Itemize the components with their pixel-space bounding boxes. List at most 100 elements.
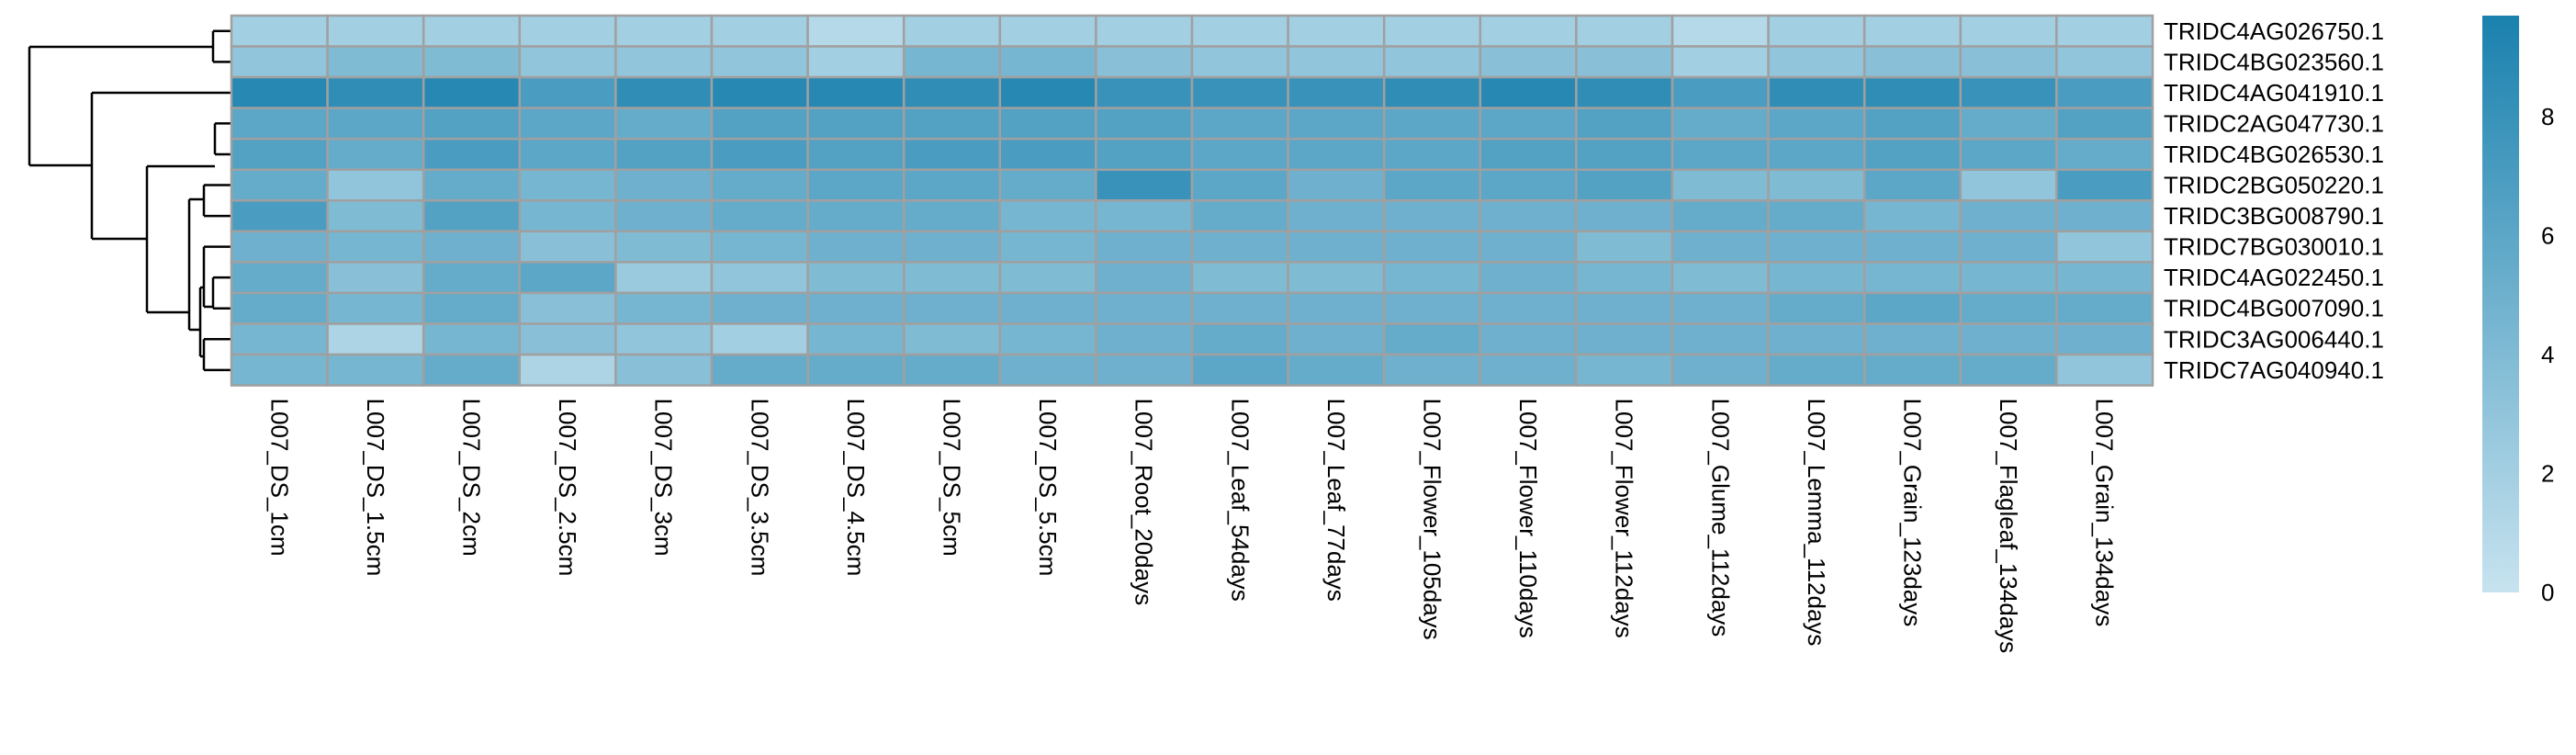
column-label: L007_Flower_110days <box>1514 399 1542 638</box>
heatmap-cell <box>1575 137 1674 171</box>
heatmap-cell <box>1190 45 1289 79</box>
heatmap-cell <box>1670 261 1770 295</box>
heatmap-cell <box>998 199 1097 233</box>
heatmap-cell <box>614 45 714 79</box>
heatmap-cell <box>806 14 906 48</box>
heatmap-cell <box>1095 107 1194 141</box>
heatmap-cell <box>230 45 329 79</box>
heatmap-cell <box>1575 75 1674 109</box>
heatmap-cell <box>1575 199 1674 233</box>
heatmap-cell <box>1670 353 1770 387</box>
heatmap-cell <box>1862 107 1963 141</box>
heatmap-cell <box>1479 230 1578 264</box>
heatmap-cell <box>1287 230 1386 264</box>
heatmap-cell <box>1479 168 1578 202</box>
heatmap-cell <box>1479 261 1578 295</box>
heatmap-cell <box>2055 230 2154 264</box>
heatmap-cell <box>230 261 329 295</box>
heatmap-cell <box>614 291 714 325</box>
heatmap-cell <box>230 75 329 109</box>
heatmap-cell <box>902 322 1002 356</box>
heatmap-cell <box>806 168 906 202</box>
heatmap-cell <box>1095 14 1194 48</box>
heatmap-cell <box>1959 261 2058 295</box>
column-label: L007_DS_2cm <box>458 399 486 557</box>
heatmap-cell <box>902 75 1002 109</box>
heatmap-cell <box>902 14 1002 48</box>
heatmap-cell <box>1095 261 1194 295</box>
heatmap-cell <box>1095 168 1194 202</box>
heatmap-cell <box>902 230 1002 264</box>
heatmap-cell <box>614 75 714 109</box>
heatmap-cell <box>710 291 809 325</box>
column-label: L007_DS_4.5cm <box>842 399 870 577</box>
heatmap-cell <box>1670 14 1770 48</box>
heatmap-cell <box>998 75 1097 109</box>
heatmap-cell <box>1862 199 1963 233</box>
heatmap-cell <box>710 168 809 202</box>
heatmap-cell <box>1479 291 1578 325</box>
heatmap-cell <box>902 45 1002 79</box>
heatmap-cell <box>1959 199 2058 233</box>
heatmap-cell <box>614 322 714 356</box>
heatmap-cell <box>1287 322 1386 356</box>
row-label: TRIDC3AG006440.1 <box>2164 325 2384 353</box>
heatmap-cell <box>1479 199 1578 233</box>
heatmap-cell <box>806 137 906 171</box>
heatmap-cell <box>806 75 906 109</box>
column-labels: L007_DS_1cm L007_DS_1.5cm L007_DS_2cm L007_… <box>265 399 2118 654</box>
heatmap-cell <box>1095 45 1194 79</box>
heatmap-cell <box>326 14 425 48</box>
heatmap-cell <box>1670 291 1770 325</box>
row-label: TRIDC4BG007090.1 <box>2164 295 2384 322</box>
heatmap-cell <box>710 261 809 295</box>
heatmap-cell <box>1959 291 2058 325</box>
heatmap-cell <box>1575 168 1674 202</box>
heatmap-cell <box>902 199 1002 233</box>
heatmap-cell <box>1479 322 1578 356</box>
heatmap-cell <box>1862 353 1963 387</box>
heatmap-cell <box>1862 45 1963 79</box>
column-label: L007_Flower_105days <box>1419 399 1446 640</box>
heatmap-cell <box>1862 14 1963 48</box>
heatmap-cell <box>1575 14 1674 48</box>
heatmap-cell <box>998 322 1097 356</box>
heatmap-cell <box>1767 199 1866 233</box>
column-label: L007_Grain_134days <box>2091 399 2119 627</box>
heatmap-cell <box>422 75 522 109</box>
column-label: L007_DS_2.5cm <box>554 399 581 577</box>
heatmap-cell <box>1287 353 1386 387</box>
column-label: L007_DS_1cm <box>265 399 293 557</box>
column-label: L007_Root_20days <box>1131 399 1158 606</box>
heatmap-cell <box>230 137 329 171</box>
heatmap-cell <box>2055 261 2154 295</box>
heatmap-cell <box>2055 45 2154 79</box>
heatmap-cell <box>1670 168 1770 202</box>
heatmap-cell <box>2055 199 2154 233</box>
heatmap-cell <box>1382 75 1482 109</box>
heatmap-cell <box>614 14 714 48</box>
heatmap-cell <box>230 14 329 48</box>
legend-tick-label: 2 <box>2541 460 2554 488</box>
heatmap-cell <box>710 107 809 141</box>
heatmap-cell <box>1382 14 1482 48</box>
heatmap-cell <box>1959 168 2058 202</box>
heatmap-cell <box>1382 199 1482 233</box>
heatmap-cell <box>1382 107 1482 141</box>
legend-tick-label: 8 <box>2541 103 2554 130</box>
heatmap-cell <box>1095 291 1194 325</box>
row-label: TRIDC4AG026750.1 <box>2164 17 2384 45</box>
heatmap-cell <box>1959 353 2058 387</box>
heatmap-cell <box>1190 230 1289 264</box>
heatmap-cell <box>1670 45 1770 79</box>
heatmap-cell <box>1670 230 1770 264</box>
heatmap-cell <box>1382 137 1482 171</box>
column-label: L007_Leaf_54days <box>1226 399 1254 602</box>
heatmap-cell <box>518 107 617 141</box>
heatmap-cell <box>2055 291 2154 325</box>
heatmap-cell <box>230 291 329 325</box>
column-label: L007_Glume_112days <box>1706 399 1734 637</box>
heatmap-cell <box>326 45 425 79</box>
heatmap-cell <box>1959 137 2058 171</box>
